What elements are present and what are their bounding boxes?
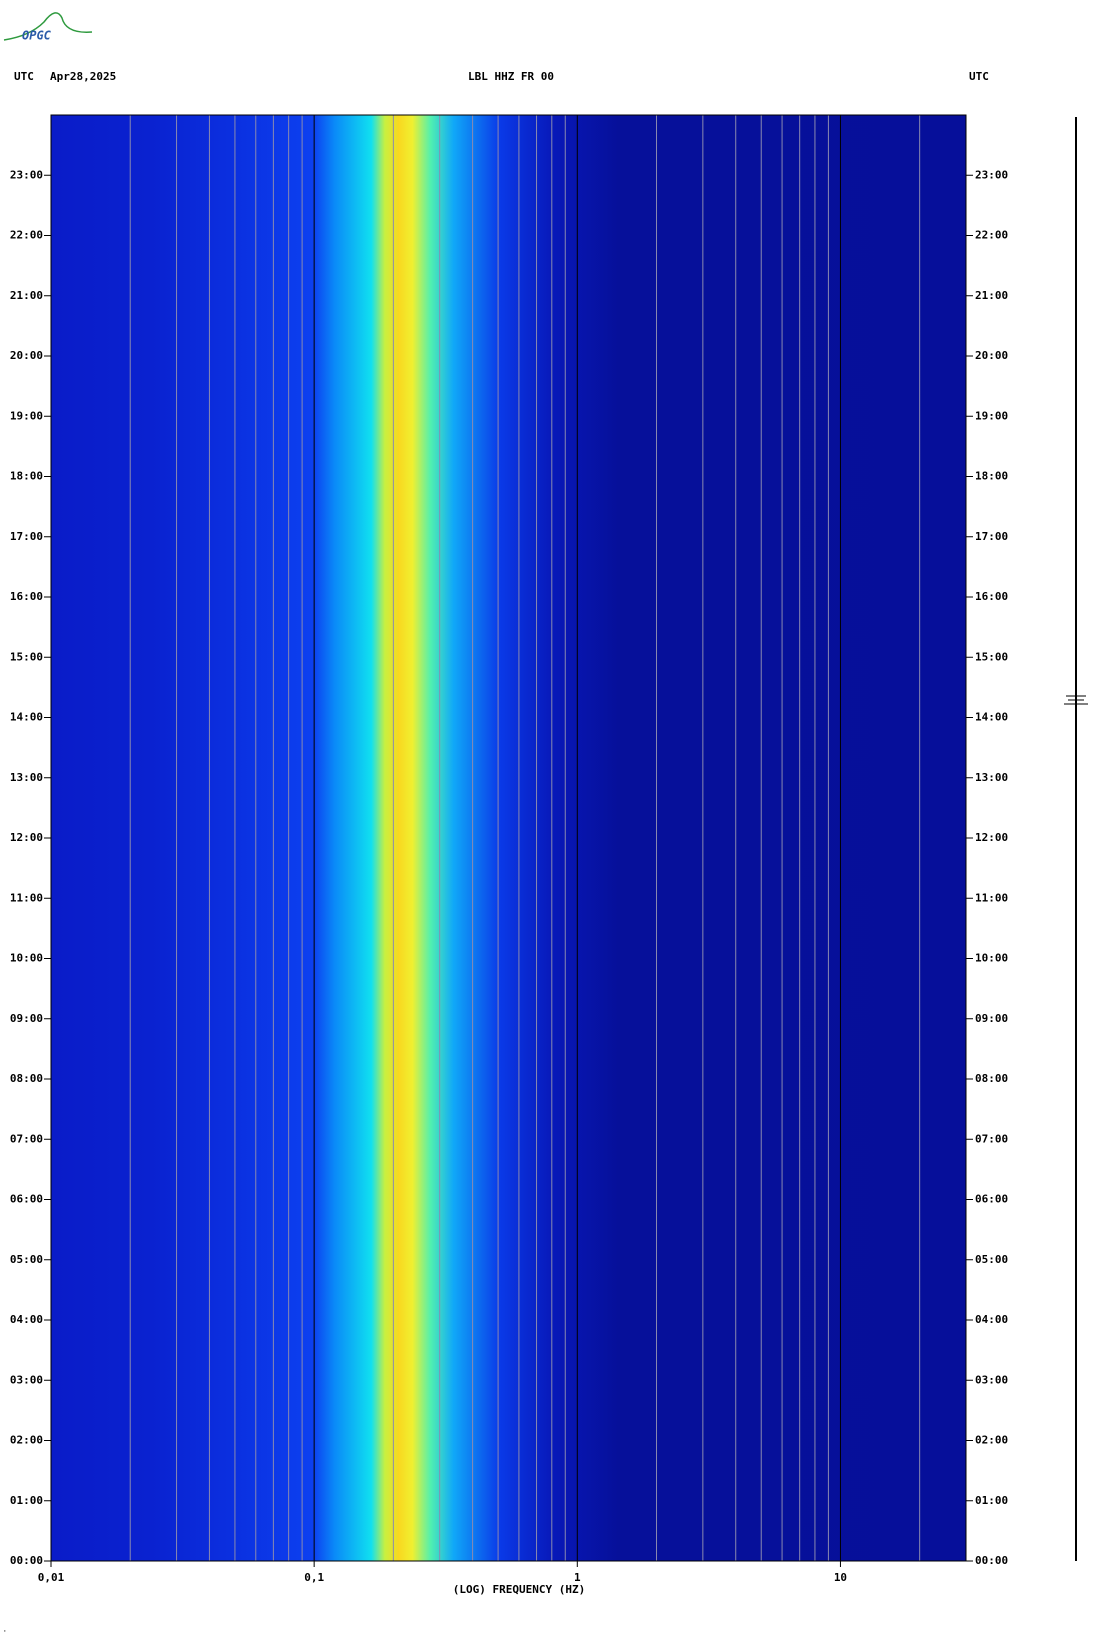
logo-text: OPGC <box>22 29 52 43</box>
y-tick-label: 21:00 <box>975 289 1008 302</box>
x-tick-label: 10 <box>834 1571 847 1584</box>
y-tick-label: 01:00 <box>975 1494 1008 1507</box>
plot-frame <box>50 114 967 1562</box>
timezone-left: UTC <box>14 70 34 83</box>
y-tick-label: 11:00 <box>975 891 1008 904</box>
y-tick-label: 06:00 <box>10 1193 43 1206</box>
y-tick-label: 23:00 <box>975 168 1008 181</box>
y-tick-label: 02:00 <box>10 1434 43 1447</box>
y-tick-label: 00:00 <box>975 1554 1008 1567</box>
y-tick-label: 09:00 <box>10 1012 43 1025</box>
y-tick-label: 04:00 <box>10 1313 43 1326</box>
y-tick-label: 12:00 <box>975 831 1008 844</box>
y-tick-label: 13:00 <box>10 771 43 784</box>
y-tick-label: 06:00 <box>975 1193 1008 1206</box>
y-tick-label: 20:00 <box>975 349 1008 362</box>
corner-mark: . <box>3 1627 7 1634</box>
timezone-right: UTC <box>969 70 989 83</box>
y-tick-label: 15:00 <box>10 650 43 663</box>
y-tick-label: 14:00 <box>975 711 1008 724</box>
y-tick-label: 01:00 <box>10 1494 43 1507</box>
y-tick-label: 05:00 <box>975 1253 1008 1266</box>
y-tick-label: 08:00 <box>975 1072 1008 1085</box>
seismic-trace <box>1064 117 1088 1561</box>
y-tick-label: 22:00 <box>975 229 1008 242</box>
y-tick-label: 07:00 <box>10 1132 43 1145</box>
y-tick-label: 09:00 <box>975 1012 1008 1025</box>
y-tick-label: 03:00 <box>975 1373 1008 1386</box>
y-tick-label: 16:00 <box>10 590 43 603</box>
x-axis-label: (LOG) FREQUENCY (HZ) <box>453 1583 585 1596</box>
y-tick-label: 10:00 <box>975 952 1008 965</box>
y-tick-label: 21:00 <box>10 289 43 302</box>
x-tick-label: 0,1 <box>304 1571 324 1584</box>
y-tick-label: 20:00 <box>10 349 43 362</box>
y-tick-label: 17:00 <box>975 530 1008 543</box>
y-tick-label: 13:00 <box>975 771 1008 784</box>
y-tick-label: 18:00 <box>10 470 43 483</box>
logo: OPGC <box>3 12 93 43</box>
y-tick-label: 08:00 <box>10 1072 43 1085</box>
y-tick-label: 04:00 <box>975 1313 1008 1326</box>
y-tick-label: 19:00 <box>975 409 1008 422</box>
y-tick-label: 22:00 <box>10 229 43 242</box>
x-tick-label: 0,01 <box>38 1571 65 1584</box>
y-tick-label: 14:00 <box>10 711 43 724</box>
y-tick-label: 11:00 <box>10 891 43 904</box>
y-tick-label: 16:00 <box>975 590 1008 603</box>
y-tick-label: 03:00 <box>10 1373 43 1386</box>
y-tick-label: 05:00 <box>10 1253 43 1266</box>
spectrogram <box>51 115 966 1561</box>
y-tick-label: 19:00 <box>10 409 43 422</box>
y-tick-label: 02:00 <box>975 1434 1008 1447</box>
y-tick-label: 12:00 <box>10 831 43 844</box>
chart-title: LBL HHZ FR 00 <box>468 70 554 83</box>
date: Apr28,2025 <box>50 70 116 83</box>
y-tick-label: 23:00 <box>10 168 43 181</box>
y-tick-label: 17:00 <box>10 530 43 543</box>
y-tick-label: 07:00 <box>975 1132 1008 1145</box>
y-tick-label: 10:00 <box>10 952 43 965</box>
y-tick-label: 15:00 <box>975 650 1008 663</box>
y-tick-label: 00:00 <box>10 1554 43 1567</box>
x-tick-label: 1 <box>574 1571 581 1584</box>
y-tick-label: 18:00 <box>975 470 1008 483</box>
